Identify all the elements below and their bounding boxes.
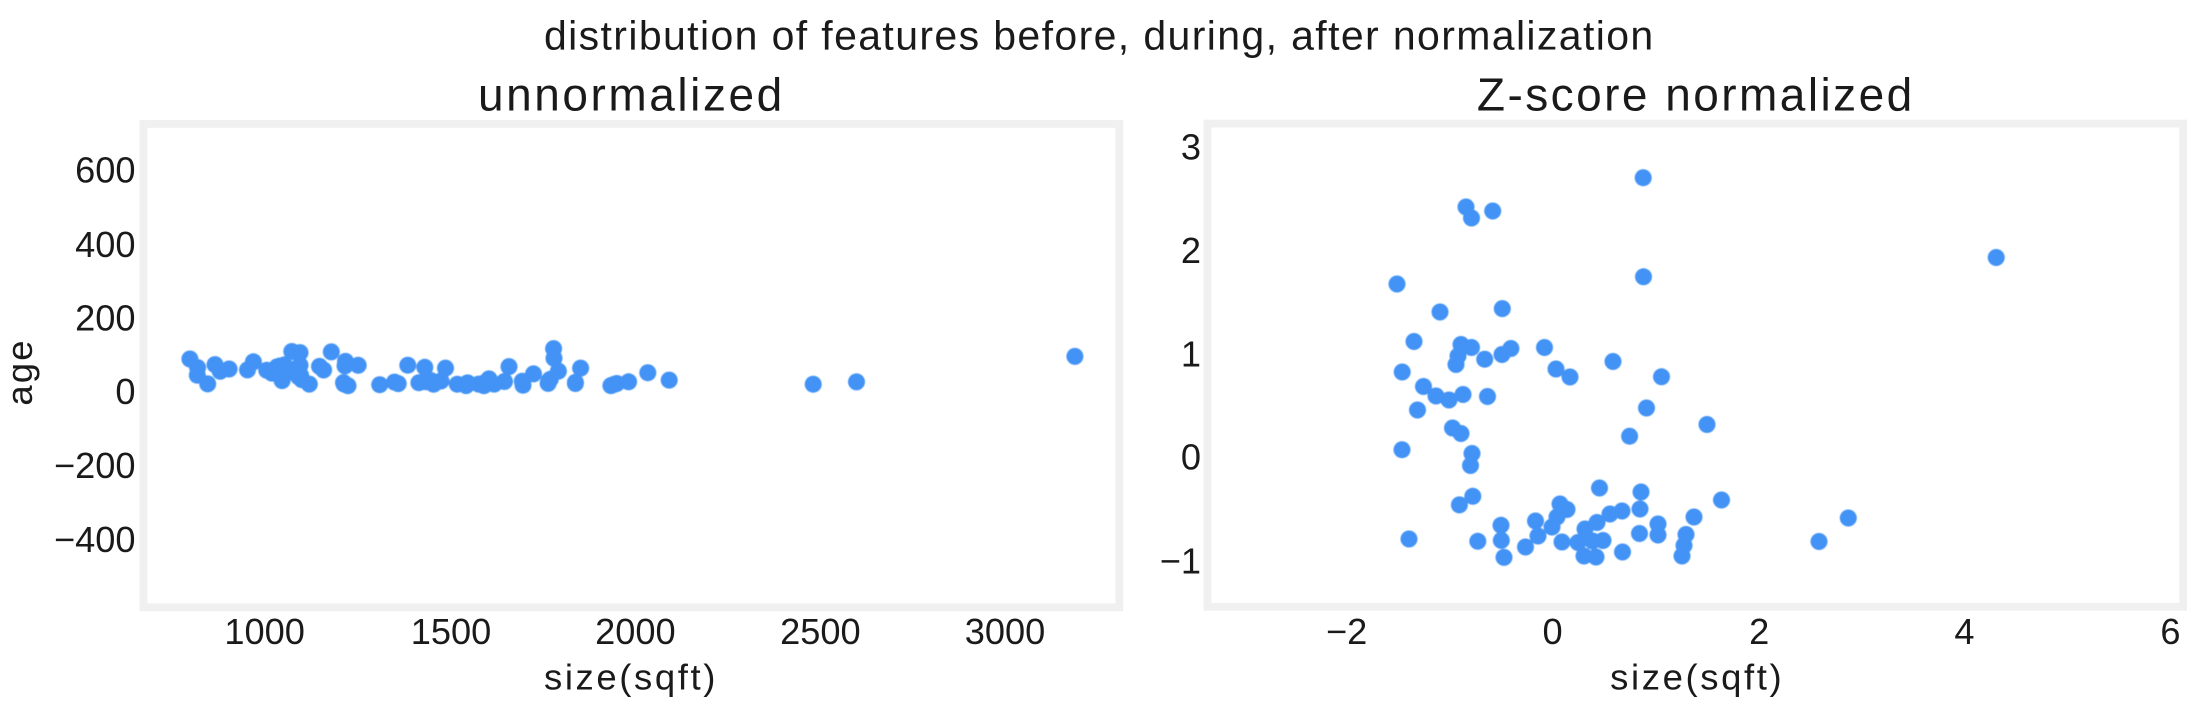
svg-text:3000: 3000 — [965, 611, 1046, 652]
svg-text:2000: 2000 — [595, 611, 676, 652]
svg-text:Z-score normalized: Z-score normalized — [1477, 69, 1915, 121]
svg-text:600: 600 — [75, 150, 135, 191]
svg-text:2: 2 — [1749, 611, 1769, 652]
svg-text:0: 0 — [115, 371, 135, 412]
svg-text:2: 2 — [1181, 230, 1201, 271]
svg-text:size(sqft): size(sqft) — [544, 656, 718, 697]
svg-text:0: 0 — [1181, 437, 1201, 478]
svg-text:2500: 2500 — [780, 611, 861, 652]
svg-text:unnormalized: unnormalized — [478, 69, 785, 121]
svg-text:size(sqft): size(sqft) — [1610, 656, 1784, 697]
svg-text:200: 200 — [75, 298, 135, 339]
svg-text:−400: −400 — [54, 519, 136, 560]
svg-text:−2: −2 — [1326, 611, 1367, 652]
svg-text:−1: −1 — [1160, 540, 1201, 581]
svg-text:0: 0 — [1543, 611, 1563, 652]
svg-text:distribution of features befor: distribution of features before, during,… — [544, 13, 1655, 59]
svg-text:−200: −200 — [54, 445, 136, 486]
svg-text:1: 1 — [1181, 334, 1201, 375]
svg-text:4: 4 — [1954, 611, 1974, 652]
svg-text:6: 6 — [2160, 611, 2180, 652]
svg-text:400: 400 — [75, 224, 135, 265]
svg-text:1500: 1500 — [411, 611, 492, 652]
svg-text:1000: 1000 — [224, 611, 305, 652]
svg-text:age: age — [0, 338, 40, 405]
svg-text:3: 3 — [1181, 127, 1201, 168]
